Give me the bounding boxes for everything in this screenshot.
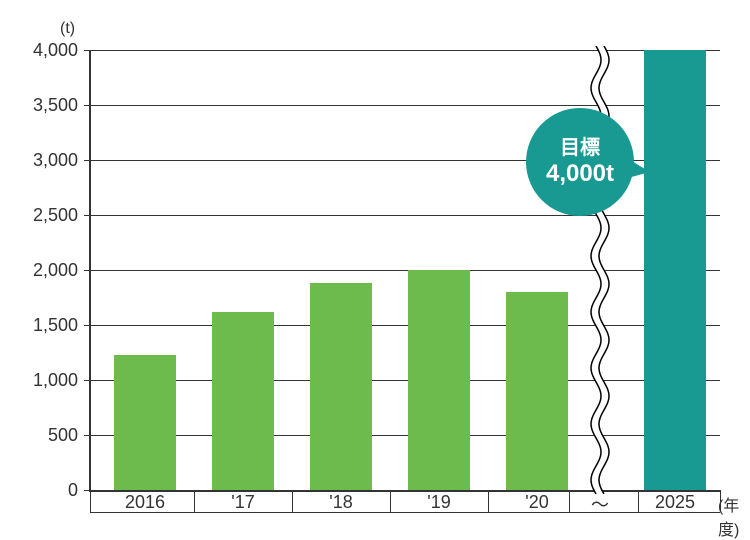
x-axis-unit: (年度)	[718, 492, 750, 540]
bar	[212, 312, 274, 490]
x-tick	[90, 490, 91, 512]
callout-tail	[620, 156, 651, 184]
y-tick-label: 3,500	[33, 95, 78, 116]
bar-chart: (t) 0 500 1,000 1,500 2,000 2,500 3,000 3,500 4,…	[0, 0, 750, 530]
x-tick	[292, 490, 293, 512]
x-tick	[488, 490, 489, 512]
x-tick	[390, 490, 391, 512]
gridline	[90, 435, 720, 436]
x-tick	[194, 490, 195, 512]
x-tick-label: '19	[399, 492, 479, 513]
y-tick-label: 500	[48, 425, 78, 446]
bar	[644, 50, 706, 490]
y-axis-line	[89, 50, 91, 491]
gridline	[90, 50, 720, 51]
y-tick-label: 0	[68, 480, 78, 501]
y-tick-label: 3,000	[33, 150, 78, 171]
gridline	[90, 380, 720, 381]
y-tick-label: 4,000	[33, 40, 78, 61]
gridline	[90, 105, 720, 106]
x-tick-label: '20	[497, 492, 577, 513]
bar	[506, 292, 568, 490]
y-tick-label: 2,500	[33, 205, 78, 226]
axis-break-tilde: 〜	[585, 491, 615, 517]
target-callout: 目標 4,000t	[526, 108, 634, 216]
gridline	[90, 270, 720, 271]
bar	[408, 270, 470, 490]
y-tick-label: 1,000	[33, 370, 78, 391]
x-tick-label: '17	[203, 492, 283, 513]
y-tick-label: 2,000	[33, 260, 78, 281]
gridline	[90, 215, 720, 216]
y-axis-unit: (t)	[60, 20, 75, 38]
callout-line2: 4,000t	[546, 160, 614, 188]
bar	[310, 283, 372, 490]
callout-line1: 目標	[560, 137, 600, 160]
bar	[114, 355, 176, 490]
x-tick-label: 2025	[635, 492, 715, 513]
gridline	[90, 325, 720, 326]
x-tick-label: '18	[301, 492, 381, 513]
y-tick-label: 1,500	[33, 315, 78, 336]
x-tick-label: 2016	[105, 492, 185, 513]
